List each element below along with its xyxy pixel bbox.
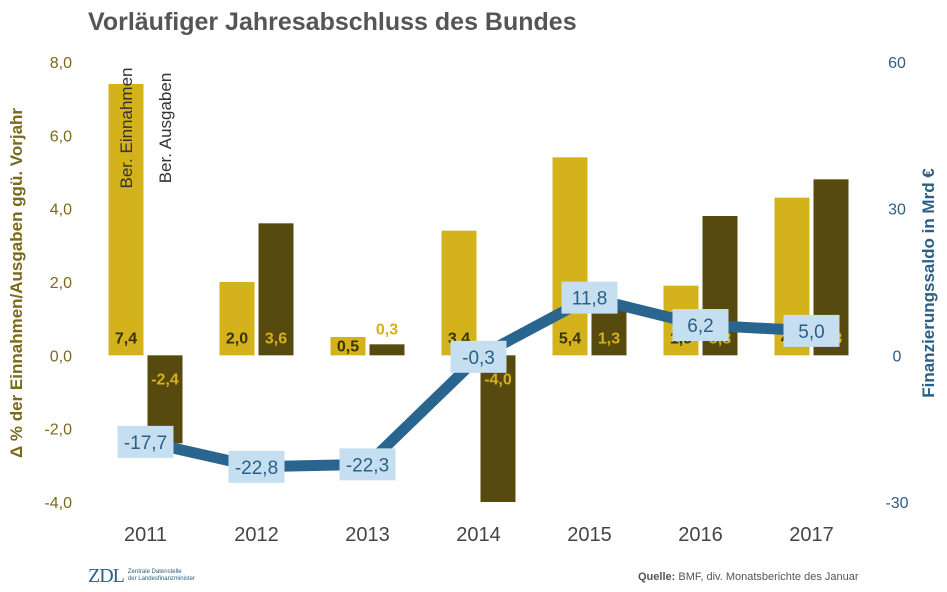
bar-label-einnahmen: 2,0 (226, 330, 248, 347)
x-tick: 2011 (124, 524, 167, 546)
saldo-label-box (783, 314, 840, 347)
y-tick-left: -4,0 (44, 495, 72, 512)
logo-text: Zentrale Datenstelle der Landesfinanzmin… (128, 569, 238, 583)
y-axis-label-left: Δ % der Einnahmen/Ausgaben ggü. Vorjahr (7, 108, 26, 458)
source-note: Quelle: BMF, div. Monatsberichte des Jan… (638, 571, 859, 583)
bar-ausgaben (369, 344, 405, 356)
x-tick: 2016 (678, 524, 723, 546)
labels-group: Ber. Einnahmen Ber. Ausgaben 7,4 -2,4 2,0 3,6… (115, 68, 842, 483)
saldo-label: 11,8 (572, 289, 608, 310)
y-tick-right: -30 (885, 495, 908, 512)
bar-einnahmen (330, 337, 366, 356)
bar-label-ausgaben: 0,3 (376, 321, 398, 338)
y-tick-right: 30 (888, 202, 906, 219)
saldo-label: -17,7 (124, 433, 167, 454)
y-axis-label-right: Finanzierungssaldo in Mrd € (919, 168, 938, 398)
bar-label-ausgaben: -4,0 (484, 371, 512, 388)
bar-label-ausgaben: 1,3 (598, 330, 620, 347)
saldo-label: -22,3 (346, 455, 389, 476)
y-tick-right: 0 (893, 348, 902, 365)
x-tick: 2017 (789, 524, 834, 546)
logo-mark: ZDL (88, 565, 125, 587)
saldo-label-box (117, 425, 174, 458)
logo-line-2: der Landesfinanzminister (127, 576, 195, 582)
saldo-label: -22,8 (235, 458, 278, 479)
bar-einnahmen (441, 230, 477, 356)
y-tick-left: 2,0 (50, 275, 72, 292)
x-tick: 2012 (234, 524, 279, 546)
y-tick-left: 8,0 (50, 55, 72, 72)
bar-label-ausgaben: 3,6 (265, 330, 287, 347)
series-name-ausgaben: Ber. Ausgaben (156, 73, 175, 184)
x-tick: 2013 (345, 524, 390, 546)
y-tick-right: 60 (888, 55, 906, 72)
y-tick-left: -2,0 (44, 422, 72, 439)
y-tick-left: 6,0 (50, 128, 72, 145)
saldo-label: 5,0 (798, 322, 824, 343)
saldo-label-box (339, 448, 396, 481)
saldo-label-box (672, 309, 729, 342)
bar-einnahmen (108, 84, 144, 356)
saldo-label: -0,3 (462, 348, 495, 369)
bar-label-ausgaben: -2,4 (151, 371, 179, 388)
bar-label-einnahmen: 0,5 (337, 338, 359, 355)
x-tick: 2014 (456, 524, 501, 546)
logo-line-1: Zentrale Datenstelle (127, 569, 182, 575)
bar-ausgaben (258, 223, 294, 356)
bars-group (108, 84, 849, 502)
bar-einnahmen (219, 282, 255, 356)
saldo-label-box (450, 340, 507, 373)
chart-title: Vorläufiger Jahresabschluss des Bundes (88, 8, 577, 36)
y-tick-left: 0,0 (50, 348, 72, 365)
saldo-label-box (228, 450, 285, 483)
bar-einnahmen (552, 157, 588, 356)
bar-label-einnahmen: 7,4 (115, 330, 137, 347)
bar-ausgaben (591, 307, 627, 356)
y-tick-left: 4,0 (50, 202, 72, 219)
source-label: Quelle: (638, 571, 676, 583)
saldo-label: 6,2 (687, 316, 713, 337)
saldo-label-box (561, 281, 618, 314)
zdl-logo: ZDL Zentrale Datenstelle der Landesfinan… (88, 566, 238, 586)
bar-label-einnahmen: 5,4 (559, 330, 581, 347)
x-tick: 2015 (567, 524, 612, 546)
bar-ausgaben (480, 355, 516, 502)
source-text: BMF, div. Monatsberichte des Januar (678, 571, 859, 583)
series-name-einnahmen: Ber. Einnahmen (117, 68, 136, 189)
axes-group: -4,0 -2,0 0,0 2,0 4,0 6,0 8,0 -30 0 30 60 2011 2012 2… (7, 55, 938, 546)
chart-svg: -4,0 -2,0 0,0 2,0 4,0 6,0 8,0 -30 0 30 60 2011 2012 2… (7, 55, 938, 546)
